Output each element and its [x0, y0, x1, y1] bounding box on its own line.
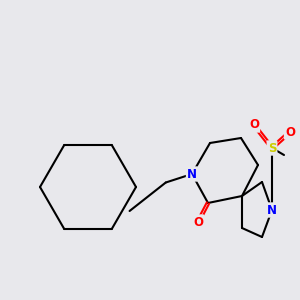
Text: N: N: [267, 203, 277, 217]
Text: O: O: [285, 125, 295, 139]
Text: O: O: [193, 215, 203, 229]
Text: O: O: [249, 118, 259, 131]
Text: S: S: [268, 142, 276, 154]
Text: N: N: [187, 167, 197, 181]
